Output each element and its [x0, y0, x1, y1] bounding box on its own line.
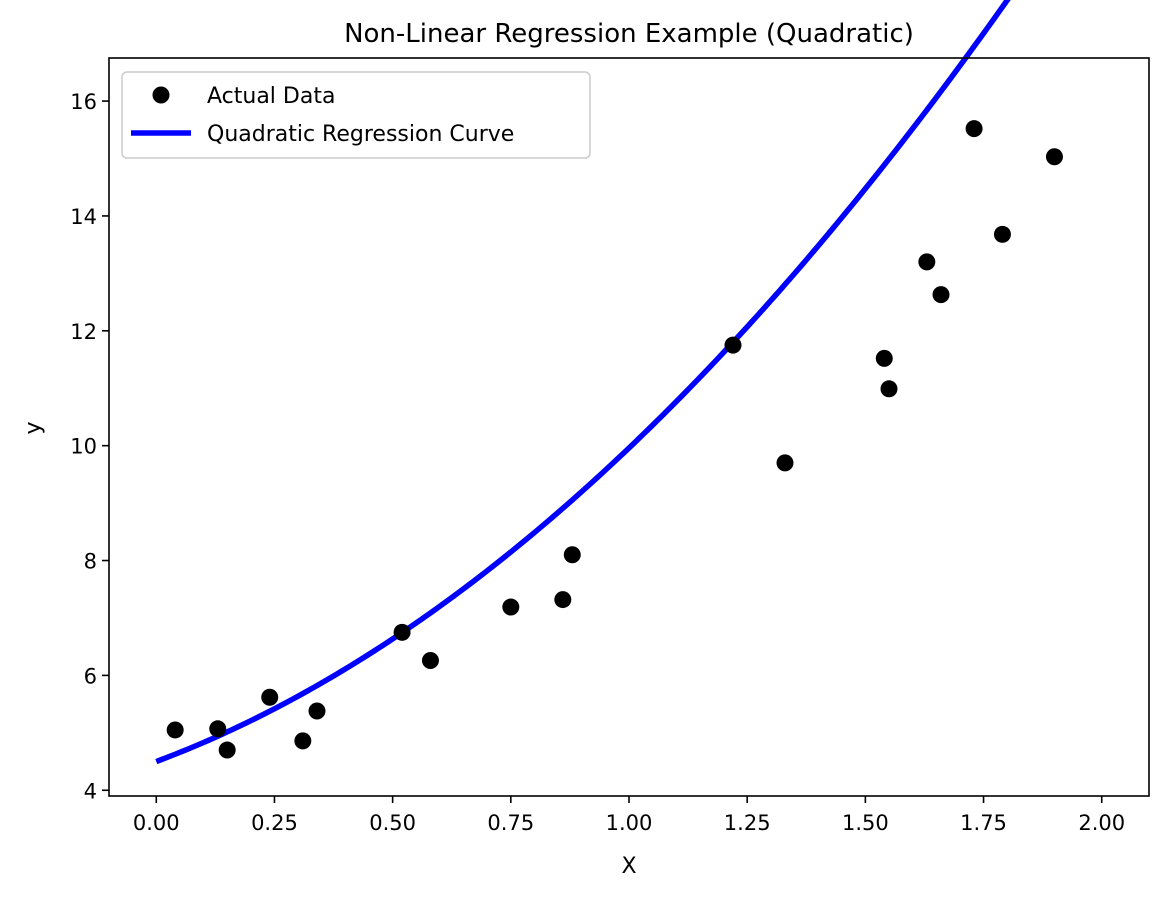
x-tick-label: 1.75 [960, 811, 1007, 835]
data-point [261, 688, 279, 706]
x-tick-label: 0.25 [251, 811, 298, 835]
data-point [880, 380, 898, 398]
legend-box [121, 71, 591, 159]
data-point [421, 651, 439, 669]
x-tick-label: 1.00 [606, 811, 653, 835]
legend-label-actual-data: Actual Data [207, 84, 335, 109]
data-point [918, 253, 936, 271]
y-tick-label: 8 [84, 550, 97, 574]
legend: Actual Data Quadratic Regression Curve [121, 71, 591, 159]
data-point [724, 336, 742, 354]
data-point [1045, 148, 1063, 166]
legend-scatter-marker [152, 86, 170, 104]
x-tick-label: 0.00 [133, 811, 180, 835]
y-tick-label: 16 [70, 90, 97, 114]
x-tick-label: 2.00 [1078, 811, 1125, 835]
legend-label-regression-curve: Quadratic Regression Curve [207, 122, 514, 147]
x-tick-label: 1.25 [724, 811, 771, 835]
data-point [563, 546, 581, 564]
data-point [218, 741, 236, 759]
y-axis-label: y [21, 421, 46, 434]
data-point [209, 720, 227, 738]
x-tick-label: 0.50 [369, 811, 416, 835]
x-tick-label: 1.50 [842, 811, 889, 835]
y-tick-label: 4 [84, 779, 97, 803]
data-point [965, 120, 983, 138]
data-point [932, 286, 950, 304]
data-point [875, 349, 893, 367]
data-point [294, 732, 312, 750]
y-tick-label: 14 [70, 205, 97, 229]
y-tick-label: 12 [70, 320, 97, 344]
chart-title: Non-Linear Regression Example (Quadratic… [344, 19, 914, 49]
data-point [502, 598, 520, 616]
data-point [393, 623, 411, 641]
regression-curve-line [155, 0, 1011, 765]
data-point [308, 702, 326, 720]
x-axis: 0.00 0.25 0.50 0.75 1.00 1.25 1.50 1.75 2.00 [133, 796, 1125, 835]
x-axis-label: X [621, 854, 636, 879]
y-tick-label: 6 [84, 664, 97, 688]
data-point [554, 591, 572, 609]
y-tick-label: 10 [70, 435, 97, 459]
data-point [166, 721, 184, 739]
data-point [993, 225, 1011, 243]
x-tick-label: 0.75 [487, 811, 534, 835]
plot-area [155, 0, 1063, 765]
axes-frame [108, 57, 1150, 797]
y-axis: 4 6 8 10 12 14 16 [70, 90, 109, 803]
data-point [776, 454, 794, 472]
